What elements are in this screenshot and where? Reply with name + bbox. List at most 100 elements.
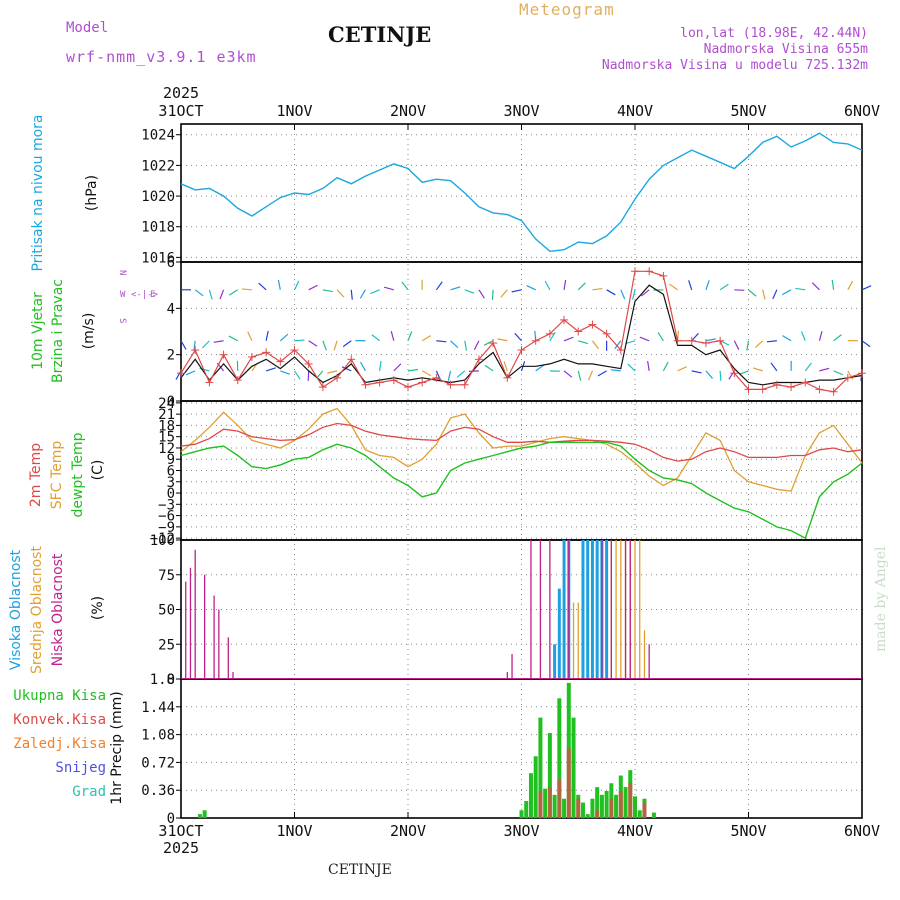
y-tick-label: 100 (150, 533, 175, 549)
wind-barb (669, 283, 678, 291)
y-tick-label: −3 (158, 497, 175, 513)
wind-barb (738, 370, 749, 375)
y-tick-label: 9 (167, 452, 175, 468)
compass-north: N (117, 270, 127, 275)
wind-barb (831, 279, 835, 290)
y-tick-label: 15 (158, 430, 175, 446)
y-tick-label: 25 (158, 637, 175, 653)
precip-bar (599, 794, 604, 818)
compass-arrows: <-|-> (131, 290, 159, 300)
wind-barb (322, 289, 333, 293)
station-title: CETINJE (328, 22, 432, 47)
precip-bar (524, 801, 529, 818)
wind-barb (436, 340, 447, 343)
wind-barb (688, 280, 693, 290)
precip-bar (604, 790, 609, 818)
wind-speed-line (180, 284, 863, 386)
wind-barb (577, 370, 582, 381)
wind-barb (180, 340, 187, 350)
y-tick-label: 0 (167, 811, 175, 827)
precip-bar (595, 810, 600, 818)
precip-legend-item: Zaledj.Kisa (13, 736, 106, 752)
wind-barb (407, 368, 418, 372)
wind-barb (390, 330, 395, 341)
x-tick-label-top: 3NOV (503, 102, 539, 120)
wind-barb (293, 280, 300, 291)
temp-title-sfc: SFC Temp (49, 441, 65, 510)
wind-barb (861, 340, 871, 348)
wind-barb (847, 280, 854, 291)
year-label-top: 2025 (163, 84, 199, 102)
elevation-label: Nadmorska Visina 655m (703, 42, 868, 57)
precip-bar (637, 810, 642, 818)
x-tick-label-bottom: 4NOV (617, 822, 653, 840)
precip-bar (557, 698, 562, 818)
precip-bar (547, 733, 552, 818)
precip-bar (580, 802, 585, 818)
wind-unit: (m/s) (81, 313, 97, 350)
y-tick-label: 12 (158, 441, 175, 457)
precip-bar (614, 794, 619, 818)
wind-barb (450, 340, 459, 349)
wind-barb (333, 340, 338, 351)
wind-barb (280, 370, 290, 375)
wind-title-2: Brzina i Pravac (50, 279, 66, 383)
wind-barb (625, 340, 636, 345)
wind-barb (639, 336, 650, 342)
y-tick-label: 75 (158, 568, 175, 584)
precip-bar (519, 810, 524, 818)
wind-barb (175, 370, 182, 380)
wind-barb (800, 331, 806, 341)
year-label-bottom: 2025 (163, 839, 199, 857)
x-tick-label-bottom: 1NOV (276, 822, 312, 840)
wind-barb (484, 364, 494, 372)
x-tick-label-top: 1NOV (276, 102, 312, 120)
wind-barb (705, 370, 713, 379)
precip-legend-item: Snijeg (55, 760, 106, 776)
wind-barb (535, 364, 545, 372)
x-tick-label-top: 5NOV (730, 102, 766, 120)
y-tick-label: 0.36 (141, 783, 175, 799)
wind-barb (782, 289, 792, 296)
wind-barb (770, 362, 778, 372)
wind-barb (265, 367, 276, 372)
cloud-unit: (%) (90, 596, 106, 620)
y-tick-label: 24 (158, 396, 175, 412)
precip-bar (202, 810, 207, 818)
precip-bar (562, 798, 567, 818)
wind-barb (647, 360, 650, 371)
wind-barb (804, 362, 812, 372)
precip-bar (571, 717, 576, 818)
y-tick-label: 1018 (141, 220, 175, 236)
y-tick-label: 1020 (141, 189, 175, 205)
temp-unit: (C) (90, 460, 106, 481)
wind-barb (677, 366, 687, 372)
wind-barb (483, 340, 494, 346)
wind-barb (464, 340, 468, 351)
precip-bar (633, 796, 637, 818)
wind-barb (577, 282, 586, 291)
x-tick-label-bottom: 31OCT (158, 822, 203, 840)
wind-barb (241, 288, 252, 291)
y-tick-label: 21 (158, 407, 175, 423)
cloud-title-low: Niska Oblacnost (50, 553, 66, 666)
wind-barb (748, 289, 757, 297)
temp-title-dewpt: dewpt Temp (70, 432, 86, 517)
wind-barb (766, 340, 777, 343)
precip-bar (576, 798, 581, 818)
wind-barb (447, 370, 452, 381)
wind-barb (719, 283, 729, 291)
wind-barb (811, 282, 820, 291)
y-tick-label: 1022 (141, 158, 175, 174)
wind-barb (662, 361, 669, 372)
model-elevation-label: Nadmorska Visina u modelu 725.132m (601, 58, 868, 73)
precip-bar (595, 787, 600, 818)
wind-barb (193, 340, 196, 351)
wind-barb (464, 289, 475, 294)
wind-barb (401, 281, 409, 291)
wind-barb (631, 289, 636, 300)
t2m-line (180, 422, 863, 462)
y-tick-label: 0 (167, 672, 175, 688)
wind-title-1: 10m Vjetar (30, 292, 46, 370)
y-tick-label: 0 (167, 394, 175, 410)
